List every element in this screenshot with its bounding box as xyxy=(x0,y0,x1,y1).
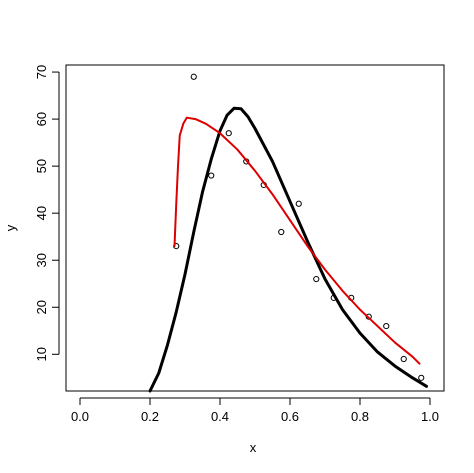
y-tick-label: 30 xyxy=(34,253,49,267)
data-point xyxy=(383,322,390,330)
data-point xyxy=(295,200,302,207)
y-tick-label: 10 xyxy=(34,347,49,361)
data-point xyxy=(190,73,197,80)
y-tick-label: 70 xyxy=(34,65,49,79)
x-tick-label: 0.4 xyxy=(211,409,229,424)
data-point xyxy=(313,275,320,283)
series-line-2 xyxy=(173,116,421,365)
x-axis: 0.0 0.2 0.4 0.6 0.8 1.0 xyxy=(71,397,439,424)
plot-area xyxy=(148,73,428,393)
y-axis: 10 20 30 40 50 60 70 xyxy=(34,65,60,362)
x-tick-label: 0.2 xyxy=(141,409,159,424)
data-point xyxy=(418,374,425,381)
data-point xyxy=(208,172,215,179)
y-tick-label: 20 xyxy=(34,300,49,314)
y-tick-label: 40 xyxy=(34,206,49,220)
y-tick-label: 50 xyxy=(34,159,49,173)
data-point xyxy=(400,355,407,363)
x-tick-label: 1.0 xyxy=(421,409,439,424)
data-point xyxy=(225,130,232,137)
x-tick-label: 0.8 xyxy=(351,409,369,424)
x-axis-label: x xyxy=(250,440,257,455)
series-line-1 xyxy=(148,106,428,393)
plot-frame xyxy=(65,64,445,392)
x-tick-label: 0.6 xyxy=(281,409,299,424)
x-tick-label: 0.0 xyxy=(71,409,89,424)
data-point xyxy=(278,228,285,236)
y-tick-label: 60 xyxy=(34,112,49,126)
y-axis-label: y xyxy=(3,224,18,231)
